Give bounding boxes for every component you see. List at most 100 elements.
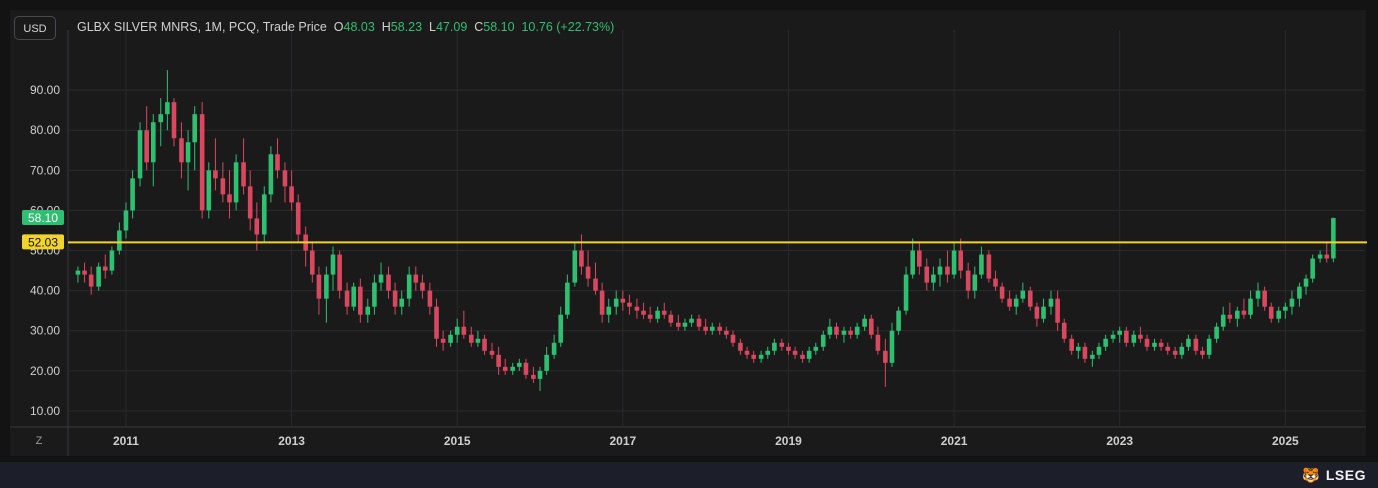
candle-body: [1200, 350, 1205, 355]
candle-body: [496, 354, 501, 367]
candle-up: [75, 266, 81, 283]
candle-down: [1061, 318, 1067, 343]
candle-up: [261, 186, 267, 243]
candle-body: [502, 366, 508, 371]
candle-body: [627, 302, 632, 307]
candle-body: [579, 250, 584, 267]
candle-body: [1186, 338, 1191, 347]
candle-down: [627, 294, 632, 315]
candle-body: [427, 290, 433, 307]
candle-down: [593, 262, 598, 295]
candle-body: [295, 202, 301, 235]
candle-up: [233, 154, 239, 211]
candle-body: [758, 354, 764, 359]
candle-body: [330, 254, 336, 275]
high-value: 58.23: [390, 20, 423, 34]
candle-down: [413, 266, 419, 291]
candle-body: [1013, 298, 1019, 307]
candle-up: [896, 306, 901, 335]
candle-body: [792, 350, 798, 355]
candle-up: [1013, 294, 1019, 315]
candle-down: [647, 306, 653, 323]
candlestick-chart[interactable]: 10.0020.0030.0040.0050.0060.0070.0080.00…: [0, 0, 1378, 462]
candle-body: [406, 274, 412, 299]
zoom-button[interactable]: Z: [35, 435, 43, 447]
candle-down: [386, 266, 391, 299]
candle-body: [482, 338, 487, 351]
candle-up: [889, 322, 895, 367]
candle-down: [738, 338, 743, 355]
candle-up: [1283, 302, 1288, 319]
candle-down: [917, 242, 922, 275]
x-tick-label: 2025: [1272, 434, 1299, 448]
candle-body: [137, 130, 143, 179]
candle-up: [365, 298, 371, 323]
candle-body: [965, 270, 971, 291]
x-tick-label: 2023: [1106, 434, 1133, 448]
candle-down: [144, 106, 149, 171]
candle-body: [254, 218, 260, 235]
candle-up: [1297, 282, 1302, 307]
candle-body: [1289, 298, 1295, 307]
candle-up: [324, 266, 329, 323]
candle-body: [1124, 330, 1129, 343]
candle-body: [358, 286, 363, 315]
candle-up: [572, 242, 578, 287]
candle-body: [268, 154, 274, 195]
candle-body: [1048, 298, 1054, 307]
candle-down: [468, 326, 474, 347]
candle-body: [1179, 346, 1185, 355]
candle-body: [523, 362, 529, 375]
candle-body: [1331, 218, 1336, 259]
candle-body: [1152, 342, 1157, 347]
candle-down: [1200, 346, 1205, 359]
candle-body: [641, 310, 646, 315]
candle-body: [1110, 334, 1116, 339]
candle-down: [1227, 302, 1233, 323]
candle-down: [744, 346, 750, 359]
candle-body: [537, 370, 543, 379]
candle-body: [606, 306, 612, 315]
candle-body: [786, 346, 791, 351]
x-tick-label: 2011: [113, 434, 139, 448]
y-tick-label: 80.00: [30, 123, 60, 137]
candle-down: [461, 310, 467, 339]
candle-up: [1310, 254, 1315, 283]
candle-down: [924, 258, 930, 291]
candle-body: [1055, 298, 1060, 323]
candle-up: [448, 330, 453, 347]
candle-up: [537, 366, 543, 391]
candle-down: [599, 282, 605, 323]
candle-body: [1158, 342, 1164, 347]
candle-down: [620, 290, 626, 311]
candle-down: [220, 162, 226, 203]
x-tick-label: 2019: [775, 434, 802, 448]
candle-body: [82, 270, 87, 275]
candle-body: [324, 274, 329, 299]
low-value: 47.09: [435, 20, 468, 34]
candle-body: [558, 314, 564, 343]
candle-down: [579, 234, 584, 275]
candle-body: [765, 350, 771, 355]
chart-panel[interactable]: [10, 10, 1366, 456]
candle-body: [862, 318, 867, 327]
candle-up: [937, 258, 943, 287]
candle-down: [786, 342, 791, 355]
close-value: 58.10: [483, 20, 515, 34]
candle-body: [834, 326, 839, 335]
candle-body: [1193, 338, 1199, 351]
candle-down: [309, 242, 315, 283]
candle-down: [199, 102, 205, 219]
candle-down: [1034, 302, 1040, 327]
candle-body: [1234, 310, 1240, 319]
candle-body: [220, 178, 226, 195]
candle-body: [213, 170, 218, 179]
candle-down: [875, 326, 881, 355]
currency-button[interactable]: USD: [14, 16, 56, 40]
candle-down: [1158, 338, 1164, 351]
candle-up: [565, 274, 570, 319]
candle-down: [213, 138, 218, 191]
candle-body: [372, 282, 377, 307]
candle-body: [896, 310, 901, 331]
candle-up: [1317, 250, 1323, 263]
